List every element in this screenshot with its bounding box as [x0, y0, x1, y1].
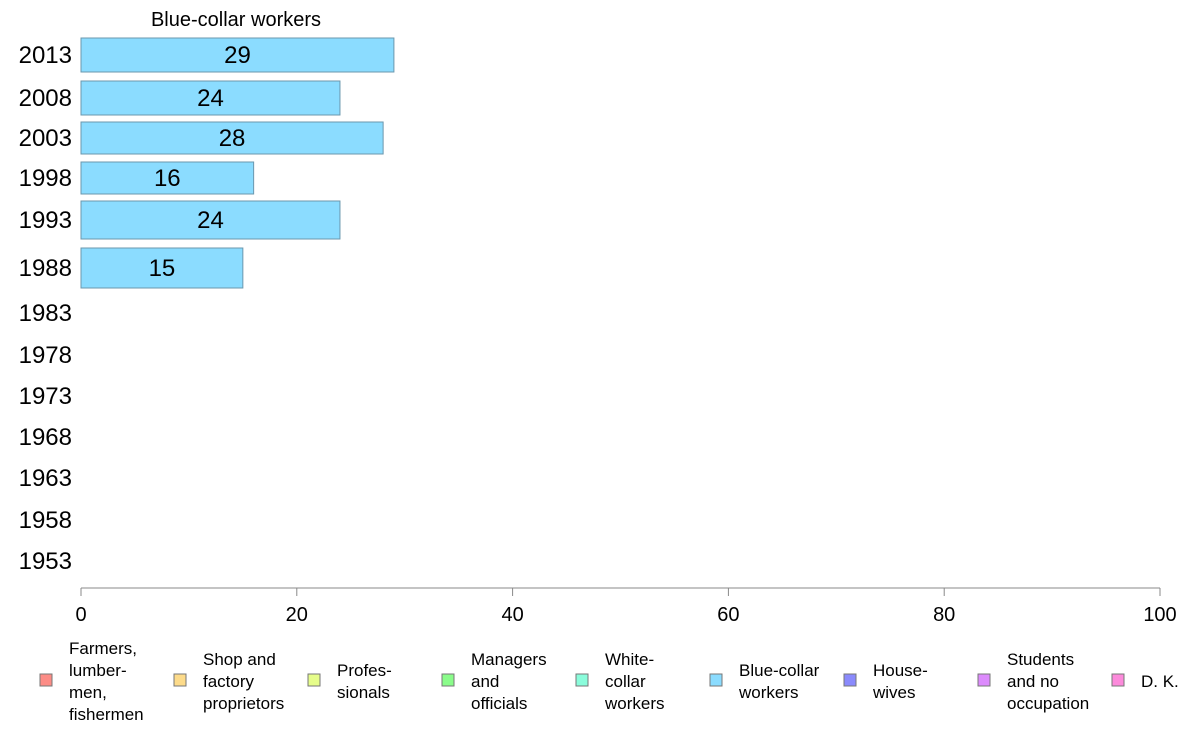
- legend-label: and: [471, 672, 499, 691]
- legend-swatch: [441, 673, 455, 687]
- legend-swatch: [575, 673, 589, 687]
- legend-swatch: [709, 673, 723, 687]
- y-tick-label: 1993: [19, 207, 72, 234]
- bar-value-label: 15: [149, 255, 176, 282]
- x-tick-label: 60: [717, 604, 739, 626]
- legend-label: lumber-: [69, 661, 127, 680]
- bar-value-label: 16: [154, 165, 181, 192]
- legend-label: D. K.: [1141, 672, 1179, 691]
- legend-label: men,: [69, 683, 107, 702]
- y-tick-label: 1963: [19, 465, 72, 492]
- legend-label: officials: [471, 694, 527, 713]
- y-tick-label: 1998: [19, 165, 72, 192]
- x-tick-label: 100: [1143, 604, 1176, 626]
- legend: Farmers, lumber-men, fishermen Shop and fact…: [39, 639, 1179, 724]
- legend-label: Farmers,: [69, 639, 137, 658]
- x-tick-label: 20: [286, 604, 308, 626]
- legend-label: proprietors: [203, 694, 284, 713]
- y-tick-label: 2013: [19, 42, 72, 69]
- legend-swatch: [1111, 673, 1125, 687]
- bar-value-label: 29: [224, 42, 251, 69]
- bar: [80, 121, 384, 155]
- legend-label: collar: [605, 672, 646, 691]
- legend-swatch: [977, 673, 991, 687]
- legend-swatch: [39, 673, 53, 687]
- y-tick-label: 1953: [19, 548, 72, 575]
- x-tick-label: 0: [75, 604, 86, 626]
- legend-label: White-: [605, 650, 654, 669]
- bar: [80, 37, 395, 73]
- bar: [80, 200, 341, 240]
- legend-label: workers: [738, 683, 799, 702]
- y-tick-label: 1958: [19, 507, 72, 534]
- legend-label: Managers: [471, 650, 547, 669]
- bar-value-label: 24: [197, 85, 224, 112]
- y-axis-labels: 2013 2008 2003 1998 1993 1988 1983 1978 1973 1968…: [19, 42, 72, 575]
- legend-label: and no: [1007, 672, 1059, 691]
- legend-label: sionals: [337, 683, 390, 702]
- legend-label: Blue-collar: [739, 661, 820, 680]
- legend-label: Students: [1007, 650, 1074, 669]
- x-tick-label: 80: [933, 604, 955, 626]
- legend-label: occupation: [1007, 694, 1089, 713]
- y-tick-label: 1973: [19, 383, 72, 410]
- bar: [80, 247, 244, 289]
- bar: [80, 80, 341, 116]
- y-tick-label: 1968: [19, 424, 72, 451]
- y-tick-label: 2003: [19, 125, 72, 152]
- y-tick-label: 1988: [19, 255, 72, 282]
- y-tick-label: 2008: [19, 85, 72, 112]
- chart-title: Blue-collar workers: [151, 9, 321, 31]
- legend-label: House-: [873, 661, 928, 680]
- bar-value-label: 28: [219, 125, 246, 152]
- x-axis: 0 20 40 60 80 100: [75, 587, 1177, 626]
- legend-label: wives: [872, 683, 916, 702]
- legend-swatch: [843, 673, 857, 687]
- y-tick-label: 1978: [19, 342, 72, 369]
- legend-label: factory: [203, 672, 255, 691]
- legend-label: workers: [604, 694, 665, 713]
- legend-label: Shop and: [203, 650, 276, 669]
- legend-swatch: [307, 673, 321, 687]
- bar: [80, 161, 255, 195]
- legend-swatch: [173, 673, 187, 687]
- y-tick-label: 1983: [19, 300, 72, 327]
- legend-label: fishermen: [69, 705, 144, 724]
- legend-label: Profes-: [337, 661, 392, 680]
- bar-value-label: 24: [197, 207, 224, 234]
- x-tick-label: 40: [501, 604, 523, 626]
